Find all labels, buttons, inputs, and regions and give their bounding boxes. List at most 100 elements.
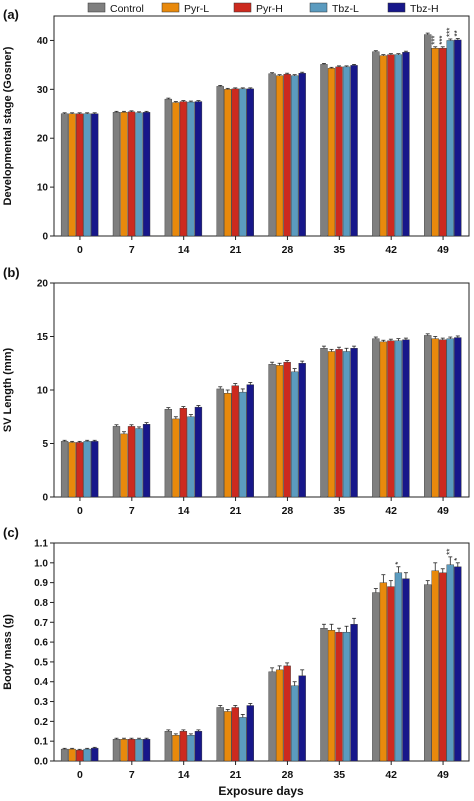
bar-pyrl bbox=[120, 739, 128, 762]
bar-control bbox=[216, 707, 224, 762]
bar-tbzl bbox=[135, 428, 143, 498]
x-tick-label: 21 bbox=[230, 769, 242, 781]
bar-control bbox=[372, 51, 380, 237]
bar-pyrl bbox=[224, 393, 232, 498]
bar-control bbox=[112, 739, 121, 762]
bar-tbzl bbox=[83, 113, 91, 237]
bar-tbzh bbox=[194, 101, 203, 237]
bar-pyrh bbox=[387, 54, 395, 237]
bar-pyrl bbox=[275, 75, 284, 237]
bar-tbzh bbox=[350, 624, 358, 762]
bar-tbzh bbox=[246, 705, 254, 762]
bar-control bbox=[60, 441, 69, 498]
x-tick-label: 0 bbox=[77, 769, 83, 781]
bar-pyrl bbox=[68, 113, 76, 237]
x-tick-label: 7 bbox=[129, 769, 135, 781]
bar-tbzh bbox=[246, 88, 254, 237]
bar-pyrl bbox=[224, 711, 232, 762]
bar-tbzh bbox=[350, 65, 358, 237]
bar-pyrl bbox=[172, 418, 180, 498]
bar-control bbox=[372, 338, 380, 498]
y-tick-label: 10 bbox=[37, 386, 49, 397]
bar-control bbox=[424, 584, 432, 762]
panel-label: (b) bbox=[3, 265, 20, 280]
bar-pyrl bbox=[327, 351, 336, 498]
bar-control bbox=[164, 98, 173, 237]
bar-tbzl bbox=[187, 101, 195, 237]
bar-pyrh bbox=[439, 339, 447, 498]
y-axis-label: Body mass (g) bbox=[2, 614, 14, 690]
x-tick-label: 28 bbox=[282, 244, 294, 256]
y-tick-label: 1.1 bbox=[34, 539, 48, 550]
bar-pyrl bbox=[431, 48, 439, 237]
bar-tbzl bbox=[446, 40, 454, 237]
bar-tbzl bbox=[135, 739, 143, 762]
bar-tbzh bbox=[91, 747, 99, 762]
bar-pyrl bbox=[379, 55, 388, 237]
bar-tbzh bbox=[246, 384, 254, 498]
x-tick-label: 0 bbox=[77, 244, 83, 256]
significance-marker: ** bbox=[446, 549, 455, 555]
bar-tbzh bbox=[194, 731, 203, 762]
x-tick-label: 14 bbox=[178, 505, 190, 517]
bar-pyrl bbox=[431, 338, 439, 498]
bar-tbzh bbox=[298, 363, 306, 498]
bar-tbzl bbox=[239, 391, 247, 498]
y-tick-label: 0 bbox=[42, 232, 48, 243]
bar-tbzh bbox=[350, 348, 358, 498]
bar-control bbox=[164, 409, 173, 498]
bar-pyrh bbox=[179, 101, 188, 237]
bar-tbzh bbox=[454, 337, 462, 498]
y-tick-label: 20 bbox=[37, 279, 49, 290]
bar-control bbox=[216, 86, 224, 237]
bar-pyrh bbox=[75, 749, 84, 762]
bar-pyrl bbox=[224, 89, 232, 237]
panel-c: (c) Body mass (g) 0.0 0.1 0.2 0.3 0.4 0.5 0.6 0.7… bbox=[2, 525, 470, 781]
x-tick-label: 28 bbox=[282, 505, 294, 517]
y-tick-label: 15 bbox=[37, 332, 49, 343]
legend-swatch bbox=[309, 2, 328, 13]
legend-label: Pyr-H bbox=[256, 3, 283, 15]
y-tick-label: 0.1 bbox=[34, 737, 48, 748]
y-tick-label: 0.8 bbox=[34, 598, 48, 609]
bar-pyrl bbox=[172, 102, 180, 237]
bar-pyrh bbox=[231, 88, 239, 237]
bar-control bbox=[424, 335, 432, 498]
bar-tbzl bbox=[342, 351, 351, 498]
bar-control bbox=[320, 348, 328, 498]
bar-pyrh bbox=[127, 739, 136, 762]
bar-pyrh bbox=[439, 48, 447, 237]
x-tick-label: 7 bbox=[129, 505, 135, 517]
x-tick-label: 35 bbox=[333, 769, 345, 781]
bar-control bbox=[60, 113, 69, 237]
bar-pyrh bbox=[127, 426, 136, 498]
bar-pyrh bbox=[231, 385, 239, 498]
y-tick-label: 0.3 bbox=[34, 697, 48, 708]
significance-marker: * bbox=[394, 562, 403, 565]
significance-marker: *** bbox=[431, 35, 440, 44]
x-tick-label: 49 bbox=[437, 769, 449, 781]
bar-pyrl bbox=[379, 582, 388, 762]
bar-tbzh bbox=[142, 739, 151, 762]
bar-tbzl bbox=[135, 112, 143, 237]
legend-label: Tbz-L bbox=[332, 3, 359, 15]
y-tick-label: 0.2 bbox=[34, 717, 48, 728]
y-axis-label: SV Length (mm) bbox=[2, 348, 14, 433]
y-tick-label: 1.0 bbox=[34, 558, 48, 569]
bar-tbzl bbox=[187, 735, 195, 762]
bar-tbzl bbox=[239, 88, 247, 237]
bar-pyrh bbox=[283, 361, 291, 498]
x-tick-label: 49 bbox=[437, 505, 449, 517]
legend-label: Pyr-L bbox=[184, 3, 209, 15]
bar-tbzh bbox=[298, 675, 306, 762]
x-tick-label: 14 bbox=[178, 244, 190, 256]
y-tick-label: 30 bbox=[37, 85, 49, 96]
bar-pyrl bbox=[327, 630, 336, 762]
y-tick-label: 0.4 bbox=[34, 677, 48, 688]
x-tick-label: 28 bbox=[282, 769, 294, 781]
bar-pyrh bbox=[283, 73, 291, 237]
y-tick-label: 0.0 bbox=[34, 757, 48, 768]
bar-pyrl bbox=[275, 365, 284, 498]
y-tick-label: 0.9 bbox=[34, 578, 48, 589]
x-axis-label: Exposure days bbox=[218, 784, 304, 798]
